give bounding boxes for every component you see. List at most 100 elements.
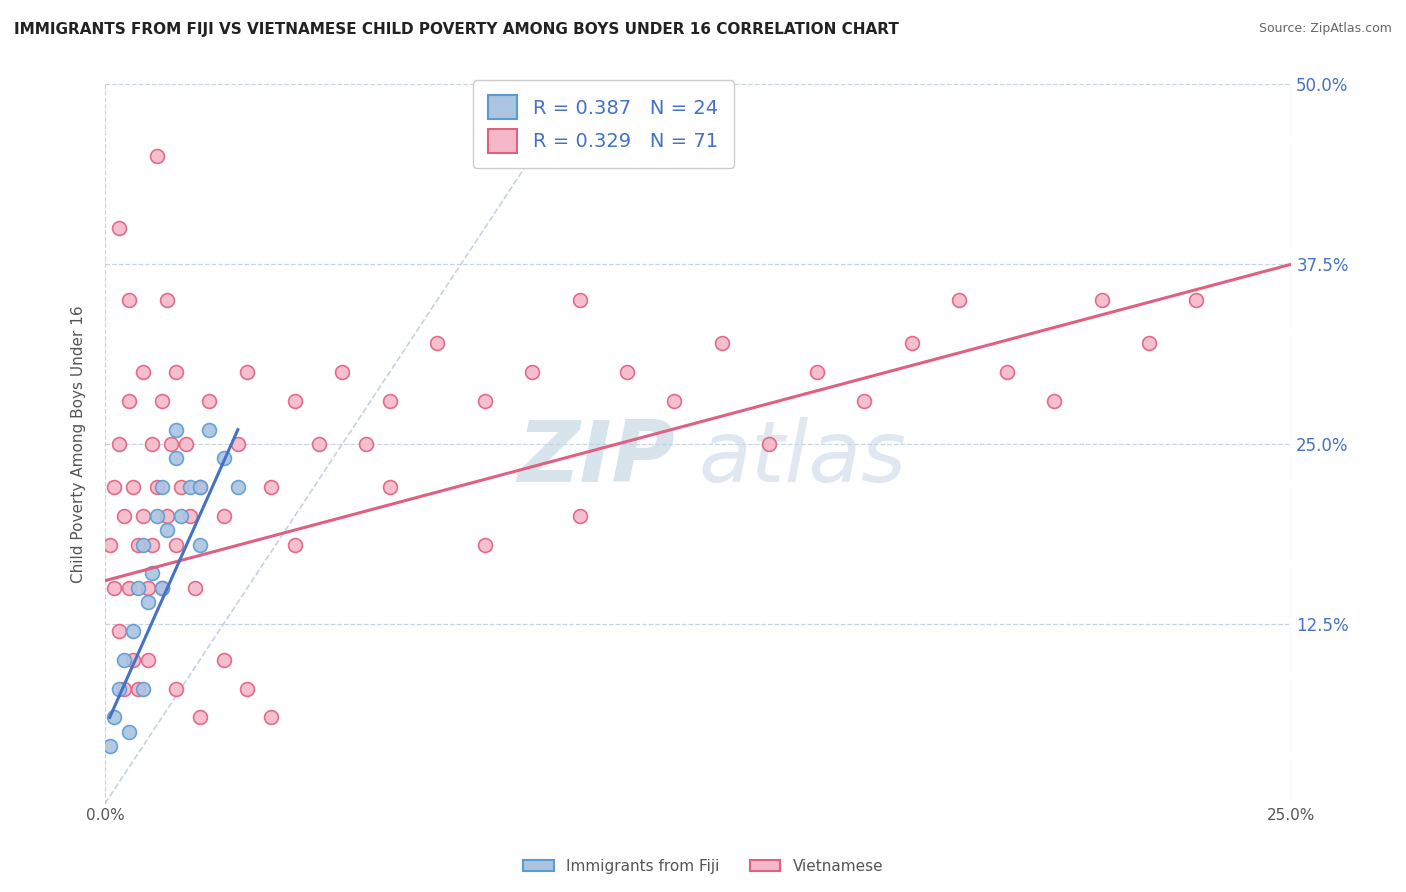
Point	[165, 681, 187, 696]
Point	[103, 710, 125, 724]
Point	[1137, 336, 1160, 351]
Point	[853, 393, 876, 408]
Point	[141, 566, 163, 581]
Point	[118, 293, 141, 308]
Point	[212, 451, 235, 466]
Point	[568, 293, 591, 308]
Point	[474, 538, 496, 552]
Point	[170, 480, 193, 494]
Point	[146, 508, 169, 523]
Point	[103, 480, 125, 494]
Point	[900, 336, 922, 351]
Point	[141, 437, 163, 451]
Point	[378, 480, 401, 494]
Point	[174, 437, 197, 451]
Point	[520, 365, 543, 379]
Point	[260, 480, 283, 494]
Point	[156, 524, 179, 538]
Point	[132, 681, 155, 696]
Point	[141, 538, 163, 552]
Legend: R = 0.387   N = 24, R = 0.329   N = 71: R = 0.387 N = 24, R = 0.329 N = 71	[472, 79, 734, 168]
Point	[710, 336, 733, 351]
Point	[284, 538, 307, 552]
Point	[165, 538, 187, 552]
Point	[184, 581, 207, 595]
Point	[165, 451, 187, 466]
Point	[122, 480, 145, 494]
Point	[150, 480, 173, 494]
Text: ZIP: ZIP	[517, 417, 675, 500]
Point	[98, 739, 121, 753]
Point	[179, 508, 201, 523]
Legend: Immigrants from Fiji, Vietnamese: Immigrants from Fiji, Vietnamese	[517, 853, 889, 880]
Point	[165, 365, 187, 379]
Point	[118, 724, 141, 739]
Point	[188, 480, 211, 494]
Point	[212, 508, 235, 523]
Point	[132, 508, 155, 523]
Y-axis label: Child Poverty Among Boys Under 16: Child Poverty Among Boys Under 16	[72, 305, 86, 582]
Point	[156, 508, 179, 523]
Point	[165, 423, 187, 437]
Point	[108, 681, 131, 696]
Point	[1043, 393, 1066, 408]
Point	[146, 480, 169, 494]
Point	[330, 365, 353, 379]
Point	[112, 508, 135, 523]
Point	[150, 581, 173, 595]
Point	[118, 393, 141, 408]
Point	[108, 437, 131, 451]
Point	[108, 221, 131, 235]
Point	[98, 538, 121, 552]
Point	[156, 293, 179, 308]
Point	[995, 365, 1018, 379]
Point	[474, 393, 496, 408]
Text: atlas: atlas	[699, 417, 905, 500]
Point	[188, 538, 211, 552]
Point	[188, 710, 211, 724]
Point	[260, 710, 283, 724]
Point	[132, 365, 155, 379]
Point	[188, 480, 211, 494]
Point	[198, 393, 221, 408]
Point	[127, 681, 149, 696]
Point	[118, 581, 141, 595]
Point	[616, 365, 638, 379]
Point	[806, 365, 828, 379]
Point	[112, 653, 135, 667]
Point	[1090, 293, 1112, 308]
Point	[170, 508, 193, 523]
Text: IMMIGRANTS FROM FIJI VS VIETNAMESE CHILD POVERTY AMONG BOYS UNDER 16 CORRELATION: IMMIGRANTS FROM FIJI VS VIETNAMESE CHILD…	[14, 22, 898, 37]
Point	[150, 581, 173, 595]
Point	[127, 581, 149, 595]
Point	[179, 480, 201, 494]
Point	[132, 538, 155, 552]
Point	[146, 149, 169, 163]
Point	[1185, 293, 1208, 308]
Point	[108, 624, 131, 638]
Text: Source: ZipAtlas.com: Source: ZipAtlas.com	[1258, 22, 1392, 36]
Point	[758, 437, 780, 451]
Point	[136, 581, 159, 595]
Point	[136, 595, 159, 609]
Point	[284, 393, 307, 408]
Point	[127, 538, 149, 552]
Point	[354, 437, 377, 451]
Point	[212, 653, 235, 667]
Point	[236, 681, 259, 696]
Point	[308, 437, 330, 451]
Point	[226, 480, 249, 494]
Point	[568, 508, 591, 523]
Point	[160, 437, 183, 451]
Point	[122, 653, 145, 667]
Point	[948, 293, 970, 308]
Point	[426, 336, 449, 351]
Point	[112, 681, 135, 696]
Point	[136, 653, 159, 667]
Point	[122, 624, 145, 638]
Point	[226, 437, 249, 451]
Point	[378, 393, 401, 408]
Point	[236, 365, 259, 379]
Point	[150, 393, 173, 408]
Point	[198, 423, 221, 437]
